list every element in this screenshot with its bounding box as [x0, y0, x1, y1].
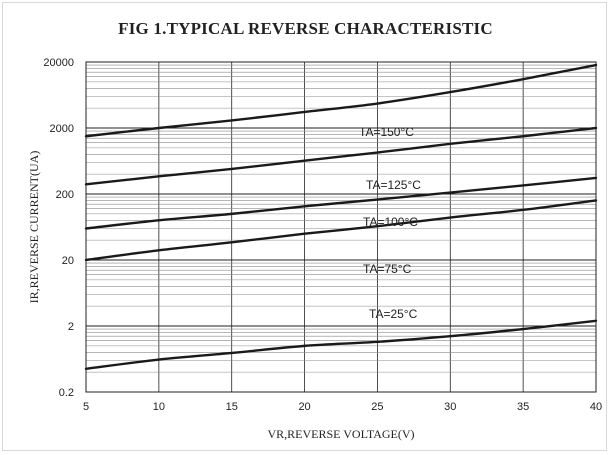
y-tick-label: 0.2	[59, 387, 74, 399]
x-tick-label: 15	[226, 401, 238, 413]
series-label-1: TA=125°C	[366, 178, 421, 192]
y-tick-label: 200	[56, 189, 74, 201]
series-label-4: TA=25°C	[369, 307, 418, 321]
series-label-3: TA=75°C	[363, 262, 412, 276]
y-tick-label: 2000	[50, 123, 74, 135]
x-tick-label: 5	[83, 401, 89, 413]
x-tick-label: 20	[298, 401, 310, 413]
series-labels: TA=150°C TA=125°C TA=100°C TA=75°C TA=25°C	[359, 125, 421, 321]
x-tick-label: 25	[371, 401, 383, 413]
y-tick-label: 20	[62, 255, 74, 267]
grid	[85, 62, 597, 393]
x-tick-label: 30	[444, 401, 456, 413]
series-line-4	[84, 319, 598, 370]
tick-labels: 5 10 15 20 25 30 35 40 0.2 2 20 200 2000 20000	[43, 57, 602, 413]
series-line-1	[84, 126, 598, 186]
series-layer	[84, 63, 598, 370]
y-axis-label: IR,REVERSE CURRENT(UA)	[27, 151, 41, 304]
plot-border	[85, 61, 597, 393]
series-line-0	[84, 63, 598, 138]
series-label-2: TA=100°C	[363, 215, 418, 229]
series-line-3	[84, 199, 598, 262]
y-tick-label: 20000	[43, 57, 74, 69]
y-tick-label: 2	[68, 321, 74, 333]
x-tick-label: 10	[153, 401, 165, 413]
series-line-2	[84, 176, 598, 230]
x-tick-label: 35	[517, 401, 529, 413]
x-tick-label: 40	[590, 401, 602, 413]
x-axis-label: VR,REVERSE VOLTAGE(V)	[267, 427, 414, 441]
series-label-0: TA=150°C	[359, 125, 414, 139]
chart-title: FIG 1.TYPICAL REVERSE CHARACTERISTIC	[118, 19, 493, 38]
